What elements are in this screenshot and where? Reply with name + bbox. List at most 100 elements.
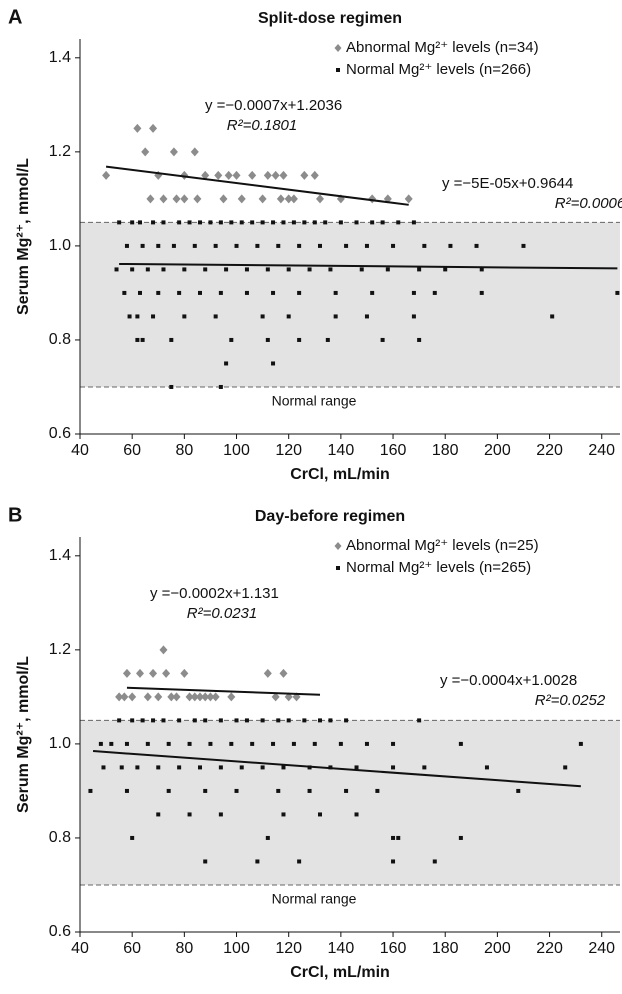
normal-point [250, 741, 255, 746]
normal-point [411, 314, 416, 319]
normal-point [479, 290, 484, 295]
abnormal-point [146, 194, 155, 204]
normal-point [385, 267, 390, 272]
normal-point [391, 835, 396, 840]
x-tick-label: 120 [275, 940, 302, 957]
normal-point [516, 788, 521, 793]
normal-point [161, 267, 166, 272]
trend-r2: R²=0.0006 [555, 195, 622, 212]
abnormal-point [316, 194, 324, 204]
normal-point [458, 835, 463, 840]
y-tick-label: 1.0 [49, 735, 71, 752]
normal-point [276, 718, 281, 723]
normal-point [391, 765, 396, 770]
abnormal-point [169, 147, 178, 157]
trend-r2: R²=0.0252 [535, 692, 606, 709]
normal-point [187, 220, 192, 225]
normal-point [271, 361, 276, 366]
x-tick-label: 160 [380, 442, 407, 459]
abnormal-point [404, 194, 413, 204]
normal-point [417, 267, 422, 272]
abnormal-point [206, 692, 215, 702]
normal-point [286, 718, 291, 723]
normal-point [130, 718, 135, 723]
legend-marker [336, 566, 340, 570]
normal-point [286, 314, 291, 319]
normal-point [318, 243, 322, 248]
normal-point [218, 220, 223, 225]
abnormal-point [133, 123, 142, 133]
abnormal-point [279, 668, 288, 678]
normal-point [203, 267, 208, 272]
normal-point [117, 220, 122, 225]
abnormal-point [185, 692, 194, 702]
normal-point [140, 337, 145, 342]
y-tick-label: 0.8 [49, 331, 71, 348]
normal-point [615, 290, 620, 295]
normal-point [130, 835, 135, 840]
abnormal-point [172, 692, 181, 702]
normal-point [182, 314, 187, 319]
x-tick-label: 160 [380, 940, 407, 957]
normal-point [344, 788, 349, 793]
abnormal-point [211, 692, 220, 702]
normal-point [302, 220, 307, 225]
normal-point [177, 765, 182, 770]
x-tick-label: 100 [223, 442, 250, 459]
normal-point [391, 859, 396, 864]
normal-point [563, 765, 568, 770]
normal-point [359, 267, 364, 272]
normal-point [130, 220, 135, 225]
normal-point [187, 812, 192, 817]
abnormal-point [219, 194, 228, 204]
normal-point [479, 267, 484, 272]
legend-label: Normal Mg²⁺ levels (n=266) [346, 61, 531, 78]
trend-r2: R²=0.0231 [187, 605, 257, 622]
normal-point [550, 314, 555, 319]
normal-range-band [80, 720, 620, 885]
normal-point [169, 337, 174, 342]
y-axis-title: Serum Mg²⁺, mmol/L [15, 158, 32, 315]
abnormal-point [237, 194, 246, 204]
abnormal-point [227, 692, 236, 702]
normal-point [396, 220, 401, 225]
abnormal-point [128, 692, 137, 702]
abnormal-point [154, 692, 163, 702]
normal-range-band [80, 222, 620, 387]
normal-point [255, 243, 260, 248]
normal-point [151, 220, 156, 225]
abnormal-point [271, 170, 280, 180]
x-tick-label: 120 [275, 442, 302, 459]
normal-point [338, 220, 343, 225]
abnormal-point [196, 692, 204, 702]
normal-point [297, 859, 302, 864]
normal-point [417, 718, 422, 723]
normal-point [98, 741, 103, 746]
normal-point [312, 741, 317, 746]
normal-point [124, 788, 129, 793]
normal-point [239, 765, 244, 770]
normal-point [122, 290, 127, 295]
normal-point [391, 243, 396, 248]
normal-point [411, 290, 416, 295]
normal-point [239, 220, 244, 225]
normal-point [448, 243, 453, 248]
y-tick-label: 1.2 [49, 143, 71, 160]
trendline [105, 165, 409, 206]
abnormal-point [136, 668, 144, 678]
x-tick-label: 60 [123, 442, 141, 459]
normal-point [370, 220, 375, 225]
y-tick-label: 1.4 [49, 49, 71, 66]
normal-point [291, 220, 296, 225]
normal-point [218, 384, 223, 389]
normal-point [151, 314, 156, 319]
normal-point [265, 337, 270, 342]
abnormal-point [122, 668, 131, 678]
y-tick-label: 1.2 [49, 641, 71, 658]
normal-point [218, 718, 223, 723]
x-tick-label: 40 [71, 442, 89, 459]
normal-point [281, 812, 286, 817]
normal-point [380, 220, 385, 225]
